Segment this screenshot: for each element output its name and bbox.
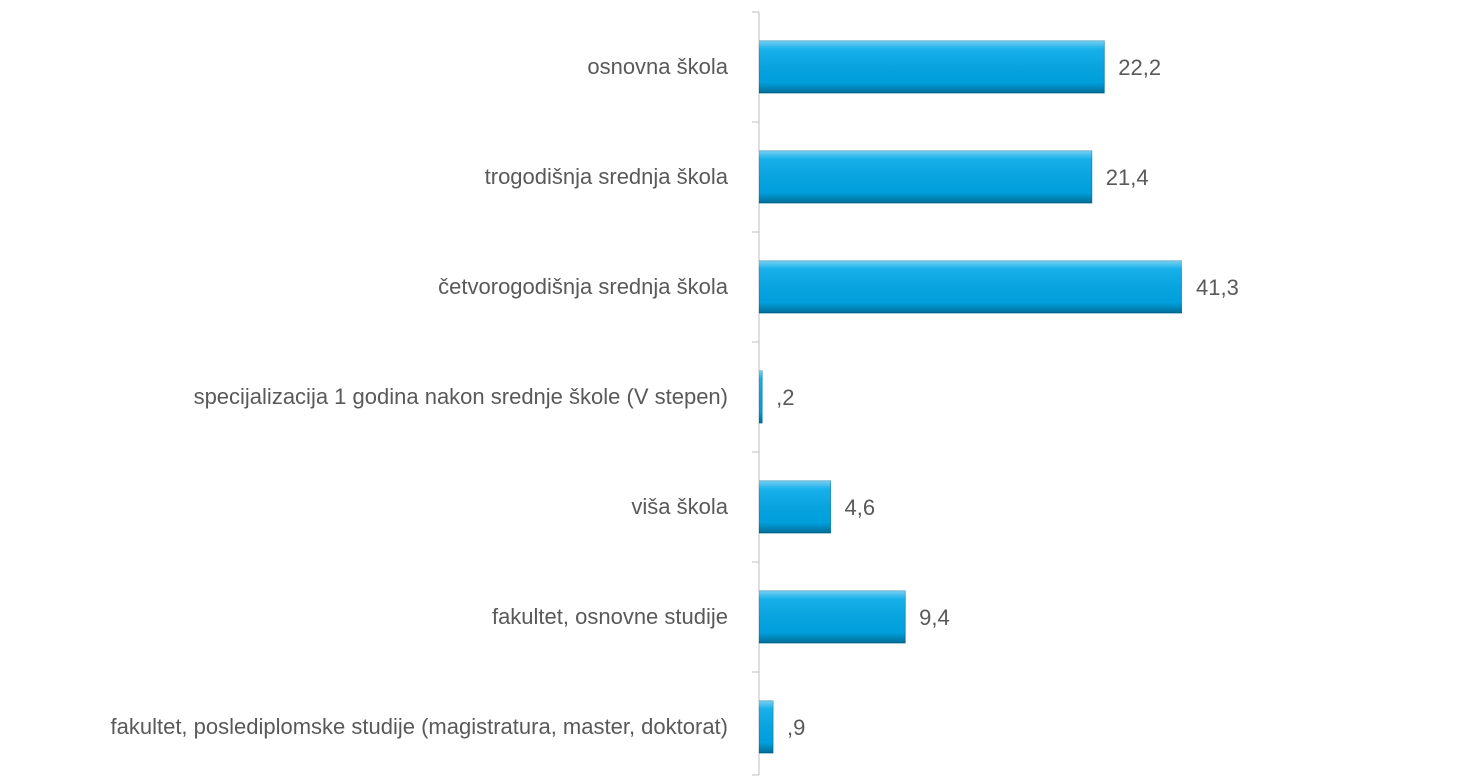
bar-group	[759, 590, 906, 644]
bar-group	[759, 700, 774, 754]
data-label: 9,4	[919, 605, 950, 630]
data-label: 41,3	[1196, 275, 1239, 300]
bar-shade	[759, 481, 831, 533]
data-label: 4,6	[845, 495, 876, 520]
category-label: fakultet, poslediplomske studije (magist…	[110, 714, 729, 739]
category-label: viša škola	[631, 494, 728, 519]
bar-group	[759, 480, 831, 534]
bar-shade	[759, 701, 773, 753]
data-label: 22,2	[1118, 55, 1161, 80]
category-label: četvorogodišnja srednja škola	[438, 274, 728, 299]
data-label: 21,4	[1106, 165, 1149, 190]
bar-shade	[759, 151, 1092, 203]
category-label: fakultet, osnovne studije	[491, 604, 728, 629]
bar-shade	[759, 41, 1105, 93]
data-label: ,9	[787, 715, 805, 740]
category-label: specijalizacija 1 godina nakon srednje š…	[193, 384, 728, 409]
bar-shade	[759, 261, 1182, 313]
bar-group	[759, 260, 1182, 314]
bar-group	[759, 370, 763, 424]
bar-group	[759, 150, 1093, 204]
category-label: trogodišnja srednja škola	[484, 164, 728, 189]
bar-shade	[759, 591, 906, 643]
category-label: osnovna škola	[587, 54, 728, 79]
bar-shade	[759, 371, 763, 423]
data-label: ,2	[776, 385, 794, 410]
bar-group	[759, 40, 1105, 94]
